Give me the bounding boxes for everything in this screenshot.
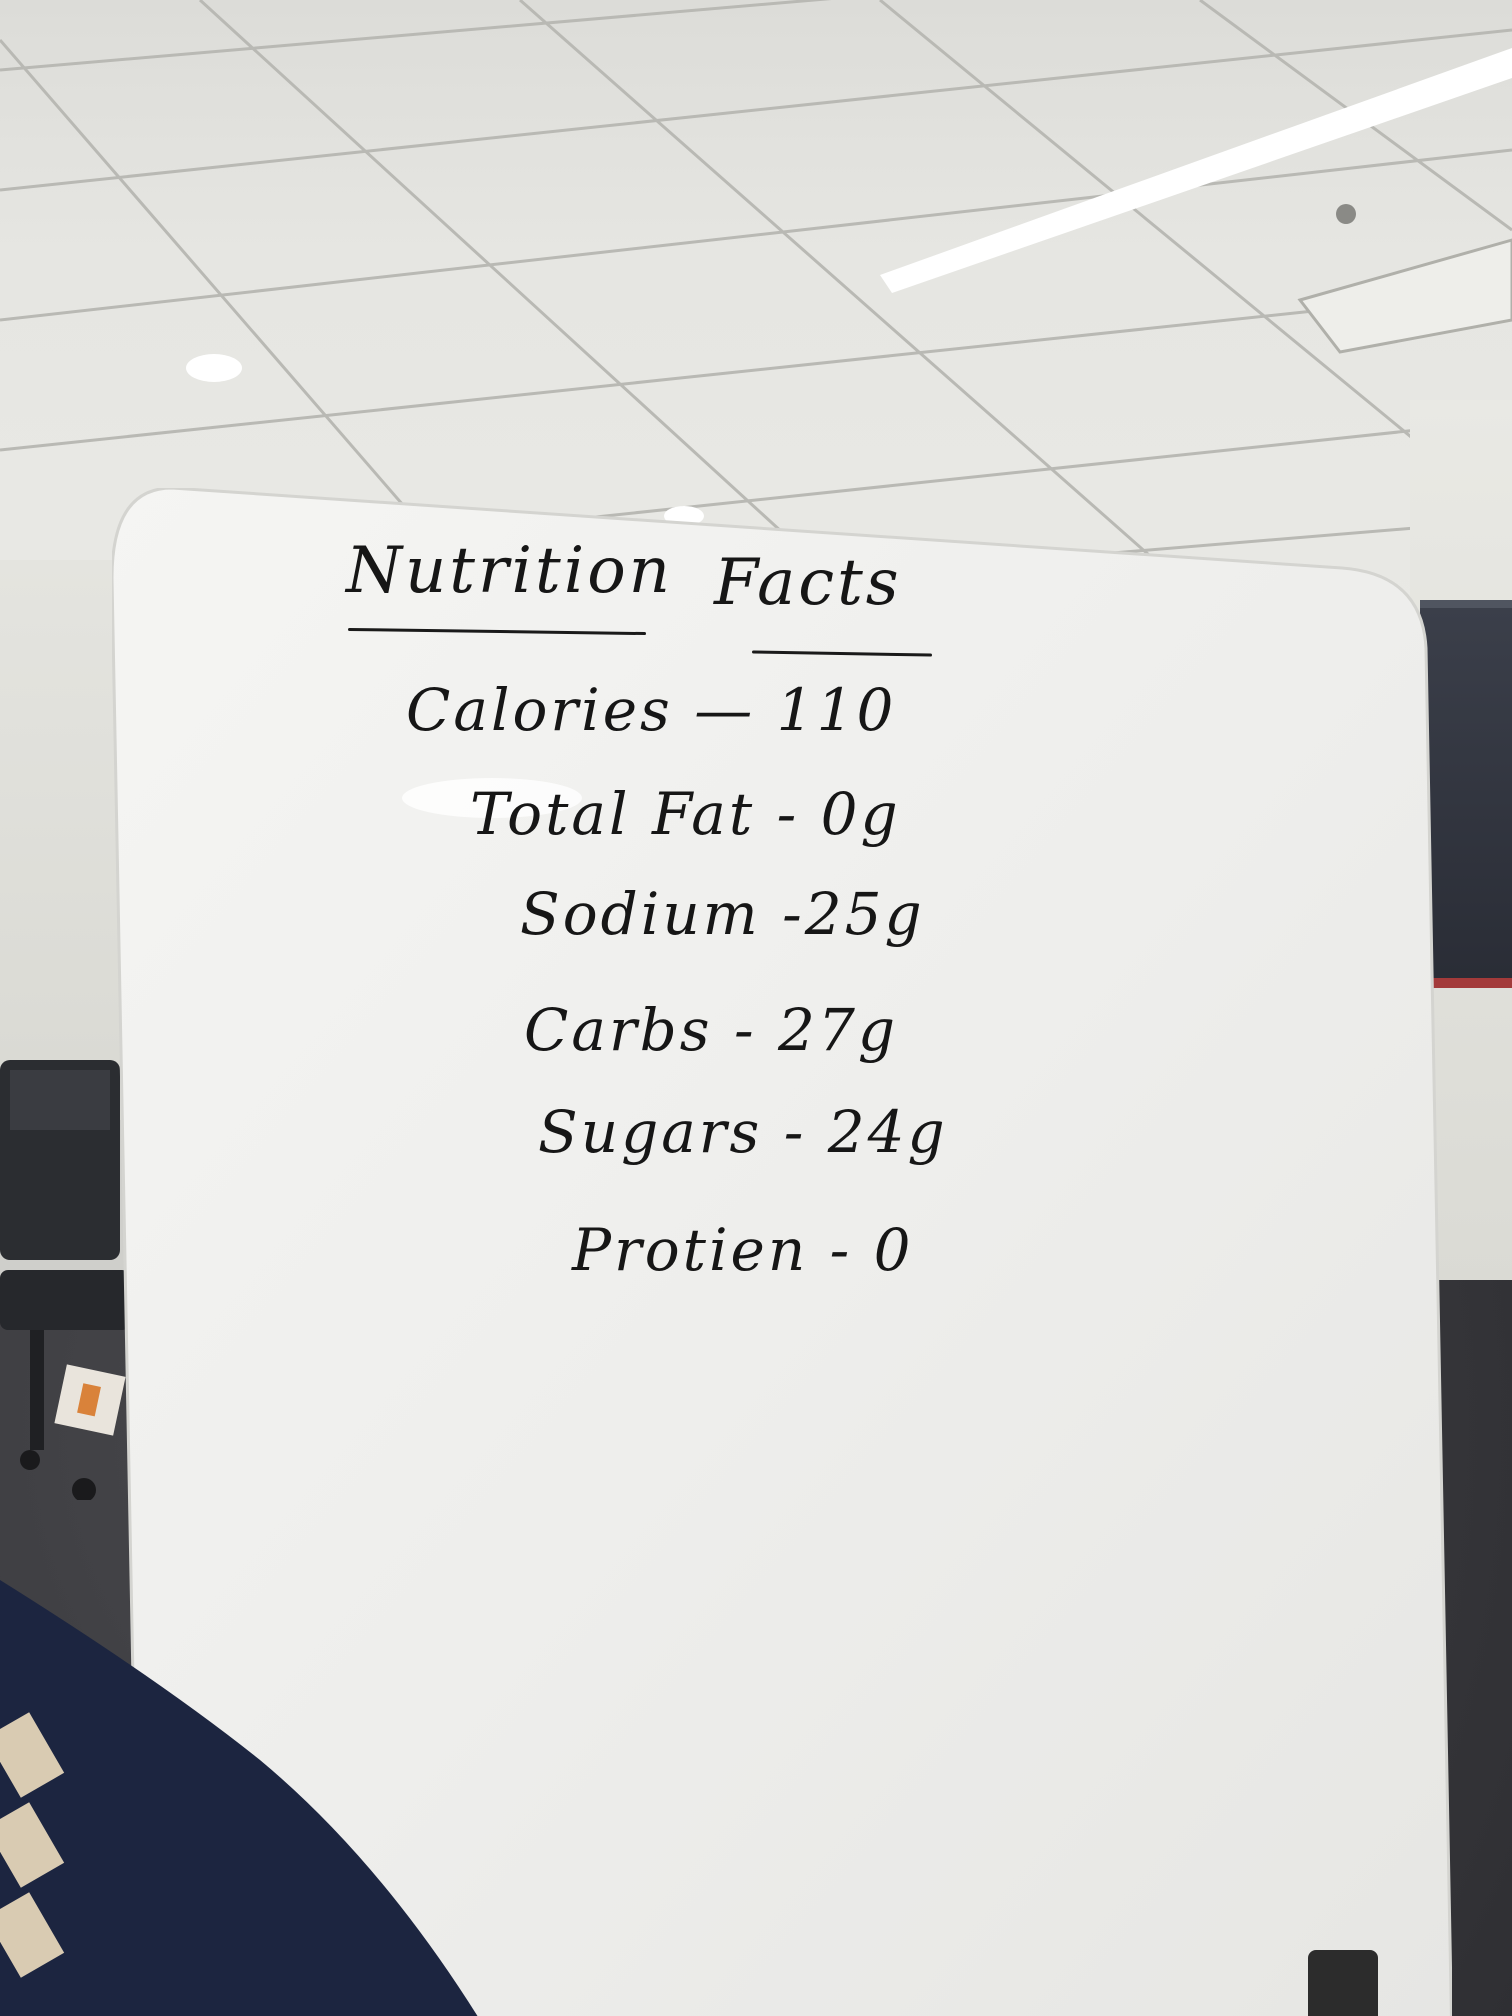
nutrition-line-carbs: Carbs - 27g — [524, 996, 898, 1064]
nutrition-line-calories: Calories — 110 — [406, 676, 897, 744]
title-underline — [751, 650, 933, 657]
title-underline — [347, 627, 647, 636]
nutrition-line-sodium: Sodium -25g — [520, 880, 925, 948]
nutrition-line-protein: Protien - 0 — [572, 1216, 914, 1284]
ceiling-grid — [0, 0, 1512, 640]
ceiling-light-strip — [880, 48, 1512, 293]
nutrition-line-sugars: Sugars - 24g — [538, 1098, 948, 1166]
ceiling-downlight — [186, 354, 242, 382]
person-sleeve — [0, 1580, 478, 2016]
whiteboard — [112, 488, 1452, 2016]
board-clip — [1308, 1950, 1378, 2016]
air-vent — [1297, 238, 1512, 354]
sprinkler — [1336, 204, 1356, 224]
nutrition-line-total-fat: Total Fat - 0g — [470, 780, 901, 848]
office-chair — [0, 1060, 130, 1500]
title-nutrition: Nutrition — [346, 534, 673, 608]
window-right — [1420, 600, 1512, 988]
title-facts: Facts — [714, 546, 902, 620]
